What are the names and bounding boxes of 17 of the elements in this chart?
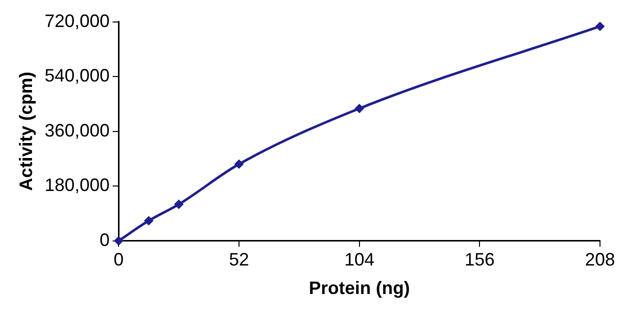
x-tick-label: 156 xyxy=(464,250,495,270)
point xyxy=(596,22,604,31)
x-tick-label: 208 xyxy=(584,250,616,270)
x-axis-title: Protein (ng) xyxy=(308,278,410,298)
x-tick-label: 0 xyxy=(114,250,124,270)
point xyxy=(174,200,184,209)
y-axis-title: Activity (cpm) xyxy=(16,72,36,191)
y-tick-label: 180,000 xyxy=(44,175,110,196)
y-tick-label: 360,000 xyxy=(44,120,110,140)
y-tick-label: 540,000 xyxy=(44,66,110,86)
x-tick-label: 52 xyxy=(228,250,250,270)
y-tick-label: 0 xyxy=(100,230,110,250)
point xyxy=(234,160,244,168)
point xyxy=(144,216,153,225)
y-tick-label: 720,000 xyxy=(44,10,110,31)
x-tick-label: 104 xyxy=(344,250,374,270)
point xyxy=(355,104,364,113)
